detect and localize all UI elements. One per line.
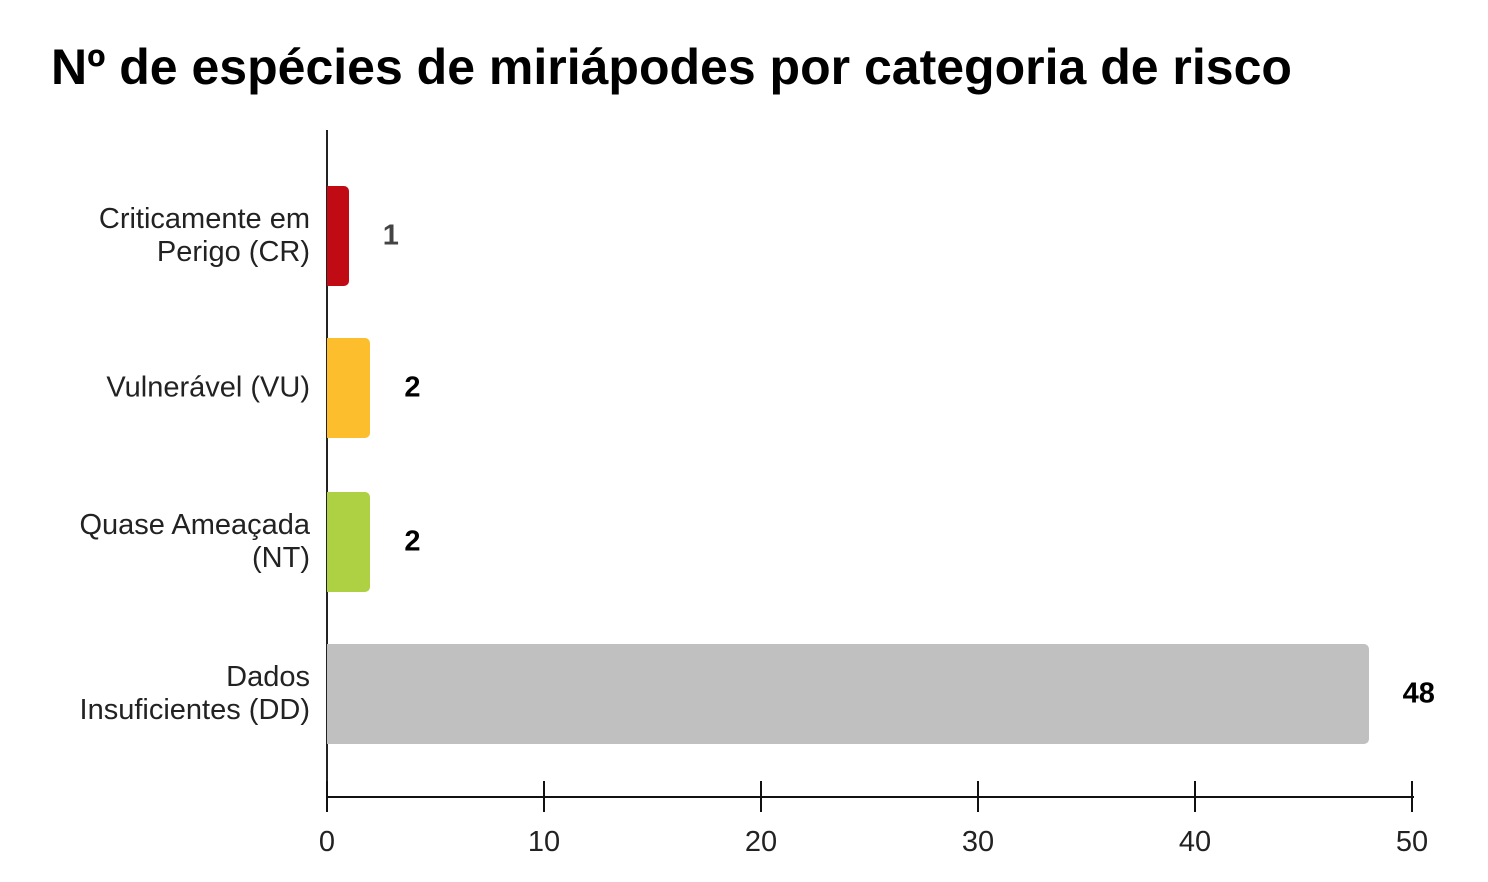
x-axis-tick <box>977 781 979 812</box>
bar-value-label: 2 <box>404 371 421 404</box>
x-axis-tick <box>760 781 762 812</box>
bar[interactable] <box>327 644 1369 744</box>
chart-title: Nº de espécies de miriápodes por categor… <box>51 39 1292 95</box>
bar-value-label: 1 <box>382 219 399 252</box>
category-label-line: Perigo (CR) <box>156 236 310 268</box>
category-label: Quase Ameaçada (NT) <box>79 509 310 575</box>
x-axis-tick-label: 0 <box>318 826 336 858</box>
x-axis-tick <box>1411 781 1413 812</box>
category-label: Dados Insuficientes (DD) <box>80 661 310 727</box>
category-label: Criticamente em Perigo (CR) <box>99 203 310 269</box>
category-label-line: Quase Ameaçada <box>79 509 310 541</box>
category-label-line: Dados <box>226 661 310 693</box>
bar[interactable] <box>327 186 349 286</box>
x-axis-tick-label: 50 <box>1395 826 1429 858</box>
bar[interactable] <box>327 338 371 438</box>
x-axis-tick <box>326 781 328 812</box>
bar-value-label: 48 <box>1402 677 1435 710</box>
category-label-line: (NT) <box>252 542 310 574</box>
x-axis-tick-label: 20 <box>744 826 778 858</box>
category-label-line: Insuficientes (DD) <box>79 694 310 726</box>
category-label-line: Vulnerável (VU) <box>106 371 310 404</box>
x-axis-tick <box>1194 781 1196 812</box>
x-axis-tick <box>543 781 545 812</box>
x-axis-line <box>327 796 1414 798</box>
bar-value-label: 2 <box>404 525 421 558</box>
bar[interactable] <box>327 492 371 592</box>
x-axis-tick-label: 40 <box>1178 826 1212 858</box>
y-axis-line <box>326 130 328 810</box>
x-axis-tick-label: 30 <box>961 826 995 858</box>
category-label-line: Criticamente em <box>98 203 310 235</box>
category-label: Vulnerável (VU) <box>106 372 310 405</box>
x-axis-tick-label: 10 <box>527 826 561 858</box>
